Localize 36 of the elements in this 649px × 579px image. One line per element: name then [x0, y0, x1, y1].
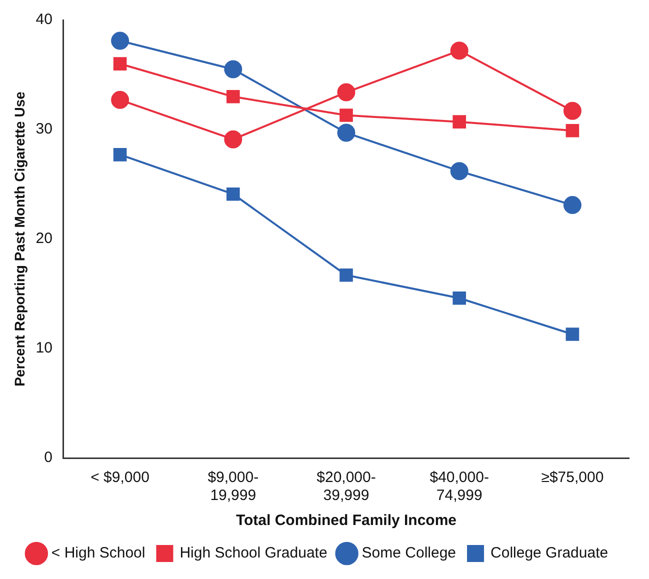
y-tick-label: 20: [36, 230, 52, 248]
point: [452, 115, 466, 128]
point: [224, 130, 242, 148]
point: [340, 108, 353, 122]
point: [337, 124, 356, 142]
x-tick-label: < $9,000: [90, 469, 150, 486]
legend-label: High School Graduate: [180, 544, 328, 562]
point: [563, 102, 582, 120]
legend-label: College Graduate: [490, 544, 608, 562]
x-axis-title: Total Combined Family Income: [236, 512, 457, 530]
x-tick-label: $9,000-19,999: [208, 469, 259, 504]
point: [566, 124, 580, 138]
point: [566, 328, 580, 341]
point: [337, 83, 356, 102]
point: [450, 162, 468, 180]
legend-label: Some College: [362, 544, 456, 562]
point: [226, 90, 240, 104]
y-tick-label: 30: [36, 120, 52, 138]
y-tick-label: 10: [36, 340, 52, 357]
point: [340, 268, 353, 282]
y-tick-label: 40: [36, 11, 52, 28]
x-tick-label: $40,000-74,999: [430, 469, 489, 504]
x-tick-label: $20,000-39,999: [316, 469, 376, 504]
point: [111, 90, 130, 109]
legend-label: < High School: [51, 544, 146, 562]
point: [111, 32, 130, 50]
point: [113, 148, 127, 162]
y-tick-label: 0: [44, 449, 52, 466]
point: [450, 42, 468, 60]
point: [226, 187, 240, 201]
x-tick-label: ≥$75,000: [541, 469, 604, 486]
point: [563, 196, 582, 214]
point: [224, 60, 242, 78]
y-axis-title: Percent Reporting Past Month Cigarette Use: [11, 91, 28, 386]
point: [113, 57, 127, 70]
point: [452, 291, 466, 305]
